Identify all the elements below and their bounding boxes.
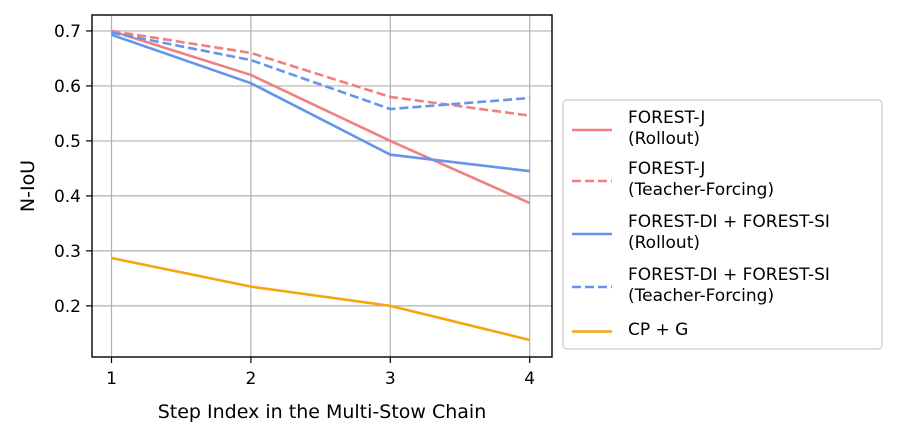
legend-entry: FOREST-DI + FOREST-SI (Rollout)	[572, 212, 830, 253]
x-tick-label: 4	[524, 369, 535, 389]
y-tick-label: 0.6	[54, 77, 81, 97]
legend-entry: FOREST-J (Teacher-Forcing)	[572, 159, 774, 200]
x-tick-label: 1	[106, 369, 117, 389]
legend-entry: CP + G	[572, 320, 688, 340]
legend-label: FOREST-J (Teacher-Forcing)	[628, 159, 774, 200]
legend-entry: FOREST-DI + FOREST-SI (Teacher-Forcing)	[572, 265, 830, 306]
y-tick-label: 0.2	[54, 297, 81, 317]
series-lines	[111, 29, 531, 342]
series-line-3	[111, 31, 530, 111]
axis-ticks: 1 2 3 4 0.2 0.3 0.4 0.5 0.6 0.7	[54, 22, 535, 389]
series-line-4	[111, 256, 531, 342]
legend: FOREST-J (Rollout) FOREST-J (Teacher-Forcin…	[562, 99, 883, 350]
legend-label: FOREST-J (Rollout)	[628, 108, 705, 149]
grid	[92, 15, 552, 357]
series-line-0	[111, 29, 531, 205]
x-axis-label: Step Index in the Multi-Stow Chain	[158, 401, 487, 423]
y-tick-label: 0.7	[54, 22, 81, 42]
legend-entry: FOREST-J (Rollout)	[572, 108, 705, 149]
x-tick-label: 2	[245, 369, 256, 389]
y-tick-label: 0.4	[54, 187, 81, 207]
y-axis-label: N-IoU	[17, 160, 39, 212]
legend-label: CP + G	[628, 320, 688, 340]
legend-label: FOREST-DI + FOREST-SI (Rollout)	[628, 212, 830, 253]
x-tick-label: 3	[385, 369, 396, 389]
y-tick-label: 0.5	[54, 132, 81, 152]
legend-box	[562, 99, 883, 350]
series-line-2	[111, 33, 530, 173]
series-line-1	[111, 29, 530, 117]
y-tick-label: 0.3	[54, 242, 81, 262]
legend-label: FOREST-DI + FOREST-SI (Teacher-Forcing)	[628, 265, 830, 306]
plot-frame	[91, 14, 553, 358]
